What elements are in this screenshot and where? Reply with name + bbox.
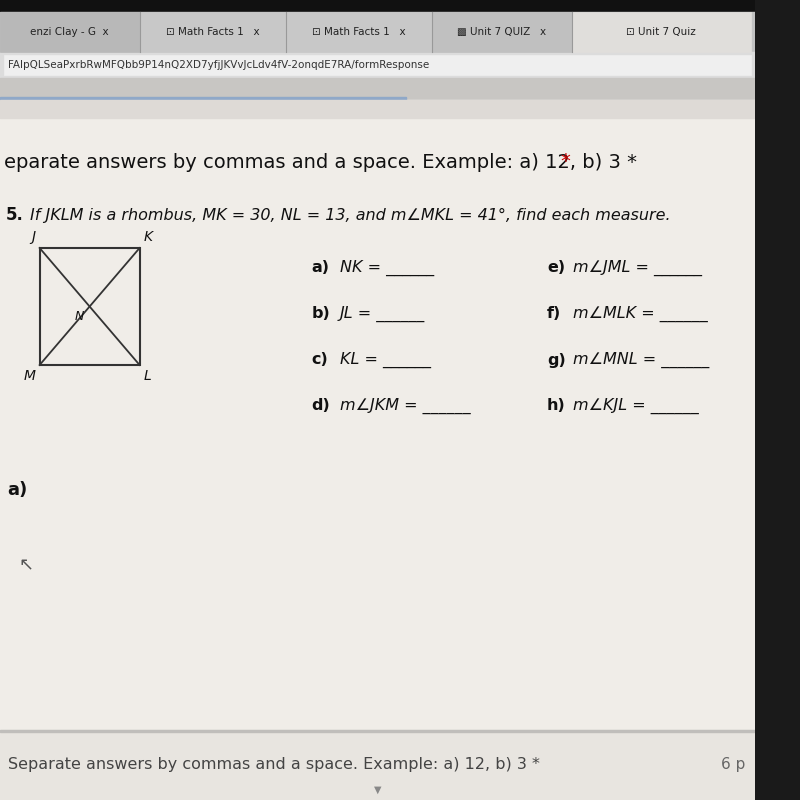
Bar: [0, 100, 754, 730]
Bar: [0, 730, 754, 800]
Text: ↖: ↖: [19, 556, 34, 574]
Text: ▩ Unit 7 QUIZ   x: ▩ Unit 7 QUIZ x: [458, 27, 546, 37]
Bar: [4, 55, 751, 75]
Text: c): c): [311, 353, 328, 367]
Text: ⊡ Math Facts 1   x: ⊡ Math Facts 1 x: [312, 27, 406, 37]
Text: ▼: ▼: [374, 785, 381, 795]
Text: d): d): [311, 398, 330, 414]
Bar: [432, 12, 571, 52]
Text: 5.: 5.: [6, 206, 23, 224]
Text: *: *: [560, 153, 570, 171]
Bar: [571, 12, 751, 52]
Text: Separate answers by commas and a space. Example: a) 12, b) 3 *: Separate answers by commas and a space. …: [7, 758, 539, 773]
Bar: [0, 12, 139, 52]
Bar: [0, 730, 754, 732]
Text: N: N: [74, 310, 84, 323]
Bar: [0, 0, 754, 12]
Bar: [0, 100, 754, 118]
Text: m∠MNL = ______: m∠MNL = ______: [574, 352, 710, 368]
Text: ⊡ Math Facts 1   x: ⊡ Math Facts 1 x: [166, 27, 259, 37]
Text: a): a): [311, 261, 330, 275]
Text: enzi Clay - G  x: enzi Clay - G x: [30, 27, 109, 37]
Text: If JKLM is a rhombus, MK = 30, NL = 13, and m∠MKL = 41°, find each measure.: If JKLM is a rhombus, MK = 30, NL = 13, …: [30, 207, 671, 222]
Bar: [0, 52, 754, 78]
Text: m∠JKM = ______: m∠JKM = ______: [339, 398, 470, 414]
Text: a): a): [7, 481, 28, 499]
Text: f): f): [547, 306, 562, 322]
Text: m∠KJL = ______: m∠KJL = ______: [574, 398, 699, 414]
Bar: [139, 12, 286, 52]
Bar: [0, 97, 406, 100]
Text: KL = ______: KL = ______: [339, 352, 430, 368]
Text: NK = ______: NK = ______: [339, 260, 434, 276]
Text: h): h): [547, 398, 566, 414]
Text: b): b): [311, 306, 330, 322]
Text: J: J: [32, 230, 36, 244]
Text: g): g): [547, 353, 566, 367]
Text: eparate answers by commas and a space. Example: a) 12, b) 3 *: eparate answers by commas and a space. E…: [4, 153, 637, 171]
Bar: [286, 12, 432, 52]
Text: FAlpQLSeaPxrbRwMFQbb9P14nQ2XD7yfjJKVvJcLdv4fV-2onqdE7RA/formResponse: FAlpQLSeaPxrbRwMFQbb9P14nQ2XD7yfjJKVvJcL…: [7, 60, 429, 70]
Text: JL = ______: JL = ______: [339, 306, 425, 322]
Bar: [0, 78, 754, 100]
Bar: [0, 12, 754, 52]
Text: m∠MLK = ______: m∠MLK = ______: [574, 306, 708, 322]
Text: M: M: [24, 369, 36, 383]
Text: 6 p: 6 p: [721, 758, 745, 773]
Text: K: K: [143, 230, 153, 244]
Text: e): e): [547, 261, 565, 275]
Text: m∠JML = ______: m∠JML = ______: [574, 260, 702, 276]
Text: L: L: [143, 369, 151, 383]
Text: ⊡ Unit 7 Quiz: ⊡ Unit 7 Quiz: [626, 27, 696, 37]
